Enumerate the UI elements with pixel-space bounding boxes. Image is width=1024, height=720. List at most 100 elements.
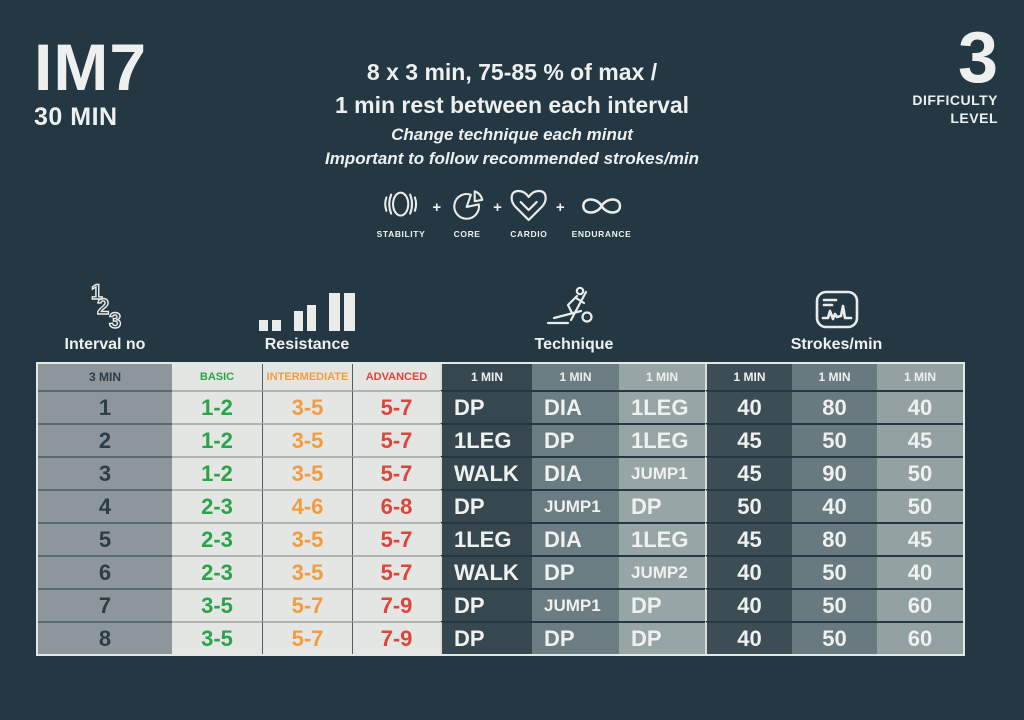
strokes-cell: 50 — [877, 489, 963, 522]
resistance-level-cell: 1-2 — [172, 390, 262, 423]
technique-cell: 1LEG — [440, 522, 532, 555]
strokes-cell: 50 — [877, 456, 963, 489]
col-header-1min: 1 MIN — [705, 364, 792, 390]
col-header-basic: BASIC — [172, 364, 262, 390]
strokes-cell: 40 — [705, 621, 792, 654]
strokes-cell: 50 — [792, 555, 877, 588]
technique-cell: JUMP1 — [619, 456, 705, 489]
difficulty-label-line1: DIFFICULTY — [912, 91, 998, 108]
resistance-level-cell: 3-5 — [262, 423, 352, 456]
technique-cell: DP — [619, 621, 705, 654]
strokes-cell: 45 — [705, 522, 792, 555]
resistance-level-cell: 2-3 — [172, 522, 262, 555]
summary-line-2: 1 min rest between each interval — [334, 92, 690, 119]
strokes-cell: 80 — [792, 522, 877, 555]
technique-cell: DP — [532, 423, 619, 456]
technique-cell: DIA — [532, 522, 619, 555]
resistance-level-cell: 4-6 — [262, 489, 352, 522]
strokes-cell: 40 — [792, 489, 877, 522]
focus-item-core: CORE — [448, 186, 486, 239]
technique-cell: DP — [619, 489, 705, 522]
difficulty-indicator: 3 DIFFICULTY LEVEL — [912, 18, 998, 127]
strokes-cell: 40 — [705, 390, 792, 423]
resistance-level-cell: 3-5 — [262, 390, 352, 423]
svg-text:2: 2 — [97, 294, 109, 319]
resistance-bars-icon — [259, 291, 355, 331]
resistance-level-cell: 5-7 — [352, 555, 440, 588]
group-header-resistance: Resistance — [172, 280, 442, 354]
resistance-level-cell: 1-2 — [172, 456, 262, 489]
focus-label: CORE — [453, 229, 481, 239]
technique-skier-icon — [546, 286, 593, 325]
strokes-cell: 50 — [792, 621, 877, 654]
technique-cell: 1LEG — [440, 423, 532, 456]
group-label-resistance: Resistance — [264, 336, 350, 353]
technique-cell: 1LEG — [619, 522, 705, 555]
resistance-level-cell: 5-7 — [352, 522, 440, 555]
strokes-cell: 45 — [877, 522, 963, 555]
group-label-interval: Interval no — [64, 336, 146, 353]
technique-cell: DP — [440, 390, 532, 423]
technique-cell: DP — [440, 489, 532, 522]
summary-line-1: 8 x 3 min, 75-85 % of max / — [366, 59, 658, 85]
cardio-icon — [509, 186, 549, 226]
resistance-level-cell: 5-7 — [352, 390, 440, 423]
col-header-1min: 1 MIN — [619, 364, 705, 390]
resistance-level-cell: 3-5 — [172, 621, 262, 654]
resistance-level-cell: 2-3 — [172, 555, 262, 588]
technique-cell: DP — [532, 621, 619, 654]
group-header-strokes: Strokes/min — [708, 280, 965, 354]
endurance-icon — [574, 186, 628, 226]
resistance-level-cell: 5-7 — [262, 588, 352, 621]
strokes-cell: 45 — [705, 456, 792, 489]
technique-cell: JUMP1 — [532, 588, 619, 621]
technique-cell: DP — [440, 621, 532, 654]
svg-text:1: 1 — [91, 281, 103, 304]
resistance-level-cell: 5-7 — [352, 423, 440, 456]
focus-item-stability: STABILITY — [377, 186, 426, 239]
col-header-1min: 1 MIN — [532, 364, 619, 390]
interval-cell: 7 — [38, 588, 172, 621]
plus-separator: + — [493, 199, 502, 216]
resistance-level-cell: 6-8 — [352, 489, 440, 522]
col-header-1min: 1 MIN — [792, 364, 877, 390]
col-header-3min: 3 MIN — [38, 364, 172, 390]
interval-cell: 8 — [38, 621, 172, 654]
technique-cell: DP — [532, 555, 619, 588]
resistance-level-cell: 3-5 — [262, 555, 352, 588]
interval-cell: 1 — [38, 390, 172, 423]
difficulty-value: 3 — [957, 18, 998, 98]
interval-cell: 6 — [38, 555, 172, 588]
program-code: IM7 — [34, 30, 148, 104]
program-brand: IM7 30 MIN — [34, 30, 148, 132]
col-header-advanced: ADVANCED — [352, 364, 440, 390]
technique-cell: 1LEG — [619, 390, 705, 423]
strokes-cell: 60 — [877, 621, 963, 654]
focus-label: ENDURANCE — [571, 229, 632, 239]
group-header-interval: 1 2 3 Interval no — [36, 280, 174, 354]
focus-label: STABILITY — [376, 229, 426, 239]
resistance-level-cell: 2-3 — [172, 489, 262, 522]
technique-cell: JUMP2 — [619, 555, 705, 588]
strokes-cell: 80 — [792, 390, 877, 423]
note-line-2: Important to follow recommended strokes/… — [324, 148, 700, 168]
strokes-cell: 40 — [705, 588, 792, 621]
strokes-cell: 50 — [705, 489, 792, 522]
technique-cell: DIA — [532, 390, 619, 423]
resistance-level-cell: 7-9 — [352, 621, 440, 654]
strokes-cell: 40 — [877, 555, 963, 588]
note-line-1: Change technique each minut — [391, 124, 633, 144]
col-header-intermediate: INTERMEDIATE — [262, 364, 352, 390]
group-label-strokes: Strokes/min — [790, 336, 883, 353]
interval-cell: 3 — [38, 456, 172, 489]
technique-cell: JUMP1 — [532, 489, 619, 522]
program-summary: 8 x 3 min, 75-85 % of max / 1 min rest b… — [192, 56, 832, 171]
resistance-level-cell: 3-5 — [262, 456, 352, 489]
interval-cell: 2 — [38, 423, 172, 456]
col-header-1min: 1 MIN — [877, 364, 963, 390]
technique-cell: DP — [619, 588, 705, 621]
program-table: 3 MIN BASIC INTERMEDIATE ADVANCED 1 MIN … — [36, 362, 965, 656]
group-label-technique: Technique — [534, 336, 614, 353]
resistance-level-cell: 1-2 — [172, 423, 262, 456]
